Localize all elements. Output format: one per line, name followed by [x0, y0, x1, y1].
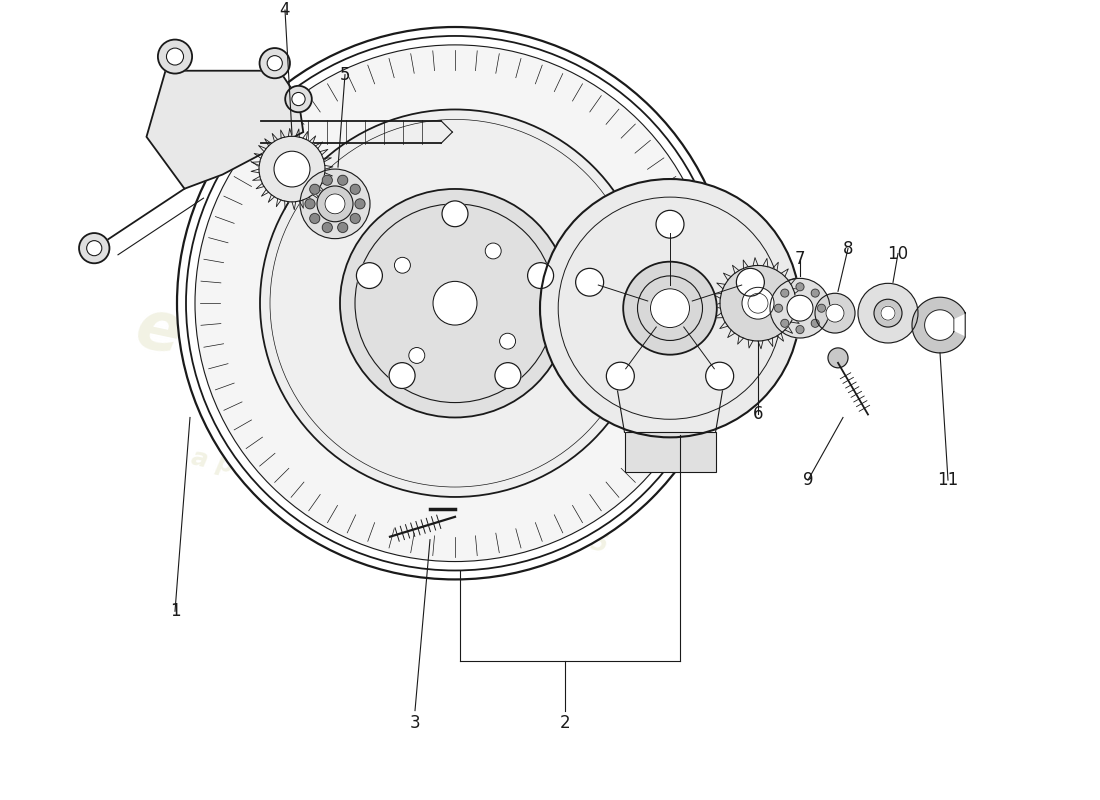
Circle shape [177, 27, 733, 579]
Circle shape [499, 334, 516, 349]
Circle shape [409, 347, 425, 363]
Circle shape [310, 184, 320, 194]
Circle shape [260, 48, 290, 78]
Text: 3: 3 [409, 714, 420, 731]
Circle shape [874, 299, 902, 327]
Circle shape [774, 304, 782, 312]
Circle shape [650, 289, 690, 327]
Circle shape [770, 278, 830, 338]
Circle shape [340, 189, 570, 418]
Circle shape [195, 45, 715, 562]
Circle shape [317, 186, 353, 222]
Circle shape [736, 268, 764, 296]
Circle shape [796, 283, 804, 290]
Bar [625, 432, 715, 472]
Circle shape [322, 175, 332, 186]
Circle shape [826, 304, 844, 322]
Circle shape [274, 151, 310, 187]
Circle shape [355, 199, 365, 209]
Circle shape [624, 262, 717, 354]
Circle shape [166, 48, 184, 65]
Text: 2: 2 [560, 714, 570, 731]
Text: 8: 8 [843, 239, 854, 258]
Circle shape [858, 283, 918, 343]
Circle shape [786, 295, 813, 321]
Text: 6: 6 [752, 406, 763, 423]
Text: a passion for parts since 1985: a passion for parts since 1985 [189, 446, 610, 558]
Text: 9: 9 [803, 471, 813, 489]
Circle shape [811, 289, 819, 297]
Circle shape [305, 199, 315, 209]
Circle shape [742, 287, 774, 319]
Circle shape [817, 304, 825, 312]
Text: 7: 7 [794, 250, 805, 267]
Circle shape [656, 210, 684, 238]
Circle shape [87, 241, 102, 256]
Polygon shape [912, 298, 965, 353]
Circle shape [258, 136, 324, 202]
Circle shape [706, 362, 734, 390]
Circle shape [285, 86, 311, 112]
Circle shape [433, 282, 477, 325]
Circle shape [442, 201, 468, 226]
Circle shape [158, 39, 192, 74]
Circle shape [324, 194, 345, 214]
Circle shape [828, 348, 848, 368]
Circle shape [267, 56, 283, 70]
Circle shape [350, 184, 360, 194]
Circle shape [742, 287, 774, 319]
Circle shape [300, 169, 370, 238]
Circle shape [356, 262, 383, 289]
Text: 4: 4 [279, 1, 290, 19]
Circle shape [720, 266, 796, 341]
Circle shape [485, 243, 502, 259]
Circle shape [881, 306, 895, 320]
Text: 11: 11 [937, 471, 958, 489]
Circle shape [811, 319, 819, 327]
Text: eurocarspares: eurocarspares [130, 294, 670, 471]
Circle shape [322, 222, 332, 233]
Circle shape [575, 268, 604, 296]
Circle shape [781, 319, 789, 327]
Circle shape [79, 233, 109, 263]
Circle shape [781, 289, 789, 297]
Circle shape [606, 362, 635, 390]
Circle shape [338, 175, 348, 186]
Circle shape [815, 294, 855, 333]
Polygon shape [146, 70, 304, 189]
Text: 10: 10 [888, 245, 909, 262]
Circle shape [389, 362, 415, 389]
Circle shape [796, 326, 804, 334]
Text: 1: 1 [169, 602, 180, 620]
Circle shape [395, 258, 410, 274]
Text: 5: 5 [340, 66, 350, 84]
Circle shape [528, 262, 553, 289]
Circle shape [310, 214, 320, 223]
Circle shape [292, 93, 305, 106]
Circle shape [540, 179, 800, 438]
Circle shape [350, 214, 360, 223]
Circle shape [338, 222, 348, 233]
Circle shape [495, 362, 521, 389]
Circle shape [260, 110, 650, 497]
